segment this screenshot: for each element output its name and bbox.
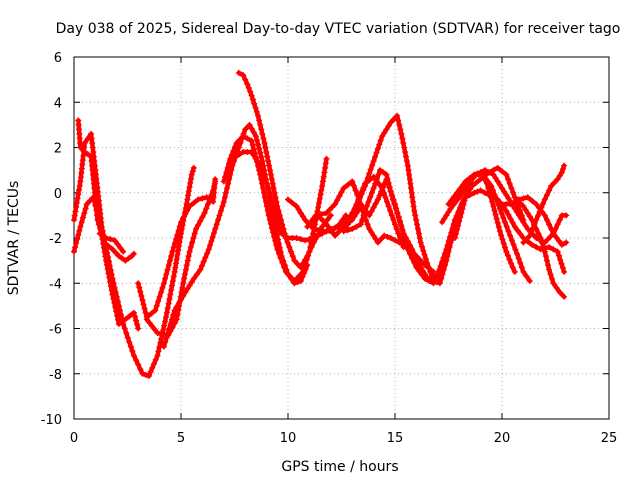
series-markers xyxy=(285,196,349,235)
y-tick-label: 4 xyxy=(54,96,62,111)
x-tick-label: 5 xyxy=(177,431,185,446)
y-tick-label: 6 xyxy=(54,51,62,66)
y-tick-label: -2 xyxy=(49,232,62,247)
y-tick-label: 2 xyxy=(54,142,62,157)
series-markers xyxy=(344,173,407,251)
y-tick-label: 0 xyxy=(54,187,62,202)
series-track-15 xyxy=(336,112,568,287)
y-tick-label: -10 xyxy=(41,413,62,428)
series-track-11 xyxy=(285,196,349,235)
x-tick-label: 15 xyxy=(387,431,404,446)
x-tick-label: 25 xyxy=(601,431,618,446)
y-tick-label: -8 xyxy=(49,368,62,383)
series-track-3 xyxy=(75,117,137,264)
series-track-2 xyxy=(71,194,142,332)
series-markers xyxy=(451,169,518,275)
series-markers xyxy=(135,176,219,321)
series-track-9 xyxy=(235,69,334,271)
y-axis-label: SDTVAR / TECUs xyxy=(6,181,22,296)
x-axis-label: GPS time / hours xyxy=(281,459,398,475)
x-tick-label: 0 xyxy=(70,431,78,446)
series-markers xyxy=(96,230,127,255)
chart-title: Day 038 of 2025, Sidereal Day-to-day VTE… xyxy=(56,21,621,37)
series-track-4 xyxy=(96,230,127,255)
series-markers xyxy=(520,162,568,246)
x-tick-label: 10 xyxy=(280,431,297,446)
series-track-19 xyxy=(451,169,518,275)
data-series-group xyxy=(71,69,570,379)
axis-ticks: 0 5 10 15 20 25 -10 -8 -6 -4 -2 0 2 4 6 xyxy=(41,51,618,446)
y-tick-label: -6 xyxy=(49,323,62,338)
series-track-21 xyxy=(520,162,568,246)
series-markers xyxy=(75,117,137,264)
series-track-22 xyxy=(511,194,568,300)
series-track-16 xyxy=(344,173,407,251)
y-tick-label: -4 xyxy=(49,277,62,292)
x-tick-label: 20 xyxy=(494,431,511,446)
series-markers xyxy=(511,194,568,300)
